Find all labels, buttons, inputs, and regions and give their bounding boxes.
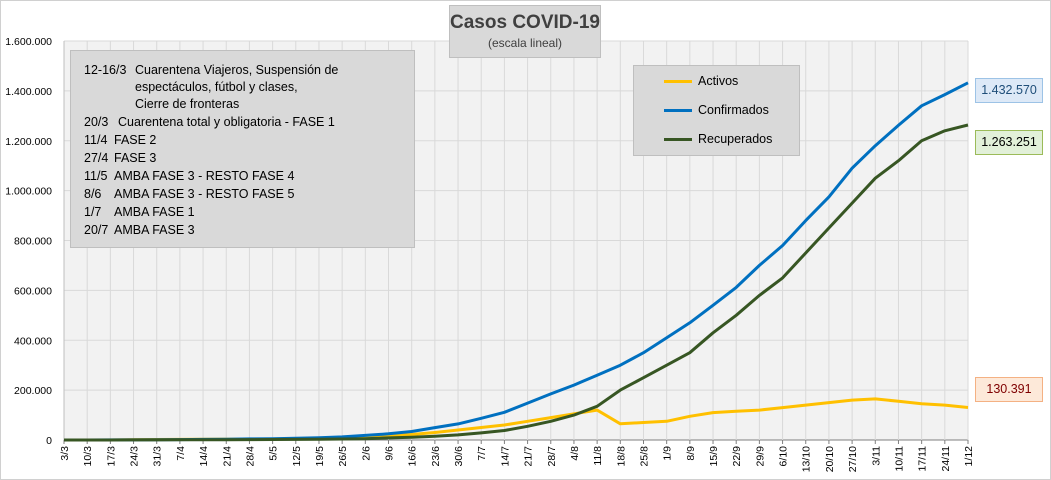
legend-swatch-activos <box>664 80 692 83</box>
x-tick-label: 16/6 <box>407 446 419 467</box>
legend-swatch-recuperados <box>664 138 692 141</box>
chart-title-box: Casos COVID-19 (escala lineal) <box>449 5 601 58</box>
x-tick-label: 22/9 <box>731 446 743 467</box>
x-tick-label: 3/3 <box>59 446 71 461</box>
x-tick-label: 14/4 <box>198 446 210 467</box>
x-tick-label: 14/7 <box>499 446 511 467</box>
legend: Activos Confirmados Recuperados <box>633 65 800 156</box>
x-tick-label: 25/8 <box>638 446 650 467</box>
annotation-line: 11/4 FASE 2 <box>84 133 157 147</box>
x-tick-label: 3/11 <box>870 446 882 466</box>
annotation-line: 12-16/3 Cuarentena Viajeros, Suspensión d… <box>84 63 339 77</box>
x-tick-label: 21/7 <box>523 446 535 467</box>
x-tick-label: 27/10 <box>847 446 859 472</box>
x-tick-label: 12/5 <box>291 446 303 467</box>
x-tick-label: 10/3 <box>82 446 94 467</box>
x-tick-label: 28/4 <box>244 446 256 467</box>
x-tick-label: 8/9 <box>685 446 697 461</box>
legend-swatch-confirmados <box>664 109 692 112</box>
y-tick-label: 1.400.000 <box>5 86 52 98</box>
annotation-line: 11/5 AMBA FASE 3 - RESTO FASE 4 <box>84 169 295 183</box>
x-tick-label: 10/11 <box>893 446 905 472</box>
x-tick-label: 13/10 <box>801 446 813 472</box>
x-tick-label: 24/3 <box>129 446 141 467</box>
x-tick-label: 24/11 <box>940 446 952 472</box>
annotation-line: 8/6 AMBA FASE 3 - RESTO FASE 5 <box>84 187 295 201</box>
x-tick-label: 17/3 <box>105 446 117 467</box>
x-tick-label: 5/5 <box>268 446 280 461</box>
x-tick-label: 4/8 <box>569 446 581 461</box>
x-tick-label: 29/9 <box>754 446 766 467</box>
x-tick-label: 18/8 <box>615 446 627 467</box>
end-label-confirmados: 1.432.570 <box>975 78 1043 103</box>
x-tick-label: 6/10 <box>778 446 790 467</box>
y-tick-label: 0 <box>46 435 52 447</box>
x-tick-label: 1/9 <box>662 446 674 461</box>
x-tick-label: 28/7 <box>546 446 558 467</box>
x-tick-label: 7/7 <box>476 446 488 461</box>
x-tick-label: 17/11 <box>917 446 929 472</box>
x-tick-label: 26/5 <box>337 446 349 467</box>
y-tick-label: 600.000 <box>14 285 52 297</box>
x-tick-label: 19/5 <box>314 446 326 467</box>
end-label-activos: 130.391 <box>975 377 1043 402</box>
annotation-line: 1/7 AMBA FASE 1 <box>84 205 195 219</box>
y-tick-label: 1.600.000 <box>5 36 52 48</box>
x-tick-label: 9/6 <box>384 446 396 461</box>
x-tick-label: 11/8 <box>592 446 604 466</box>
x-tick-label: 31/3 <box>152 446 164 467</box>
end-label-recuperados: 1.263.251 <box>975 130 1043 155</box>
x-tick-label: 1/12 <box>963 446 975 467</box>
annotation-line: espectáculos, fútbol y clases, <box>135 80 298 94</box>
x-tick-label: 30/6 <box>453 446 465 467</box>
x-tick-label: 7/4 <box>175 446 187 461</box>
annotation-line: Cierre de fronteras <box>135 97 240 111</box>
y-tick-label: 800.000 <box>14 236 52 248</box>
x-tick-label: 20/10 <box>824 446 836 472</box>
x-tick-label: 23/6 <box>430 446 442 467</box>
x-tick-label: 2/6 <box>360 446 372 461</box>
y-tick-label: 400.000 <box>14 335 52 347</box>
y-tick-label: 200.000 <box>14 385 52 397</box>
x-tick-label: 15/9 <box>708 446 720 467</box>
annotation-line: 20/3 Cuarentena total y obligatoria - FAS… <box>84 115 335 129</box>
annotation-line: 20/7 AMBA FASE 3 <box>84 223 195 237</box>
annotations-box: 12-16/3 Cuarentena Viajeros, Suspensión d… <box>70 50 415 248</box>
x-tick-label: 21/4 <box>221 446 233 467</box>
chart-subtitle: (escala lineal) <box>487 36 563 50</box>
series-line-recuperados <box>64 123 969 442</box>
y-tick-label: 1.200.000 <box>5 136 52 148</box>
chart-title: Casos COVID-19 <box>450 12 600 33</box>
y-tick-label: 1.000.000 <box>5 186 52 198</box>
annotation-line: 27/4 FASE 3 <box>84 151 157 165</box>
